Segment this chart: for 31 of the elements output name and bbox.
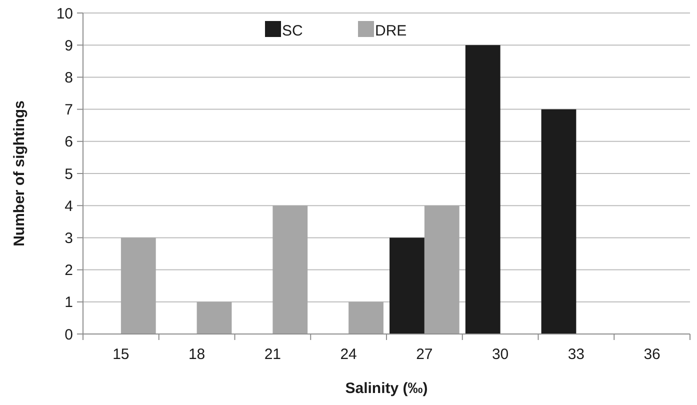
y-tick-label: 10: [56, 5, 73, 22]
x-tick-label: 24: [340, 346, 357, 363]
y-tick-label: 1: [64, 294, 73, 312]
x-tick-label: 15: [112, 346, 130, 363]
x-tick-label: 18: [188, 346, 206, 363]
y-tick-label: 5: [64, 166, 73, 183]
legend-label: DRE: [375, 22, 407, 40]
x-tick-label: 27: [416, 346, 433, 363]
bar: [390, 238, 424, 334]
bar: [348, 302, 384, 334]
y-axis-title: Number of sightings: [11, 100, 28, 246]
y-tick-label: 2: [64, 262, 73, 280]
y-tick-label: 4: [64, 198, 73, 215]
bar: [120, 238, 156, 334]
y-tick-label: 8: [64, 69, 73, 86]
y-tick-label: 6: [64, 134, 73, 151]
x-axis-title: Salinity (‰): [345, 380, 428, 397]
y-tick-label: 9: [64, 37, 73, 54]
x-tick-label: 21: [264, 346, 282, 363]
x-tick-label: 30: [492, 346, 509, 363]
bar: [272, 206, 308, 334]
legend-label: SC: [282, 22, 304, 40]
bar: [465, 45, 500, 334]
x-tick-label: 33: [568, 346, 585, 363]
y-tick-label: 7: [64, 102, 73, 119]
y-tick-label: 3: [64, 230, 73, 247]
bar: [541, 109, 576, 334]
bar: [424, 206, 460, 334]
y-tick-label: 0: [64, 326, 73, 344]
bar: [196, 302, 232, 334]
x-tick-label: 36: [644, 346, 660, 363]
